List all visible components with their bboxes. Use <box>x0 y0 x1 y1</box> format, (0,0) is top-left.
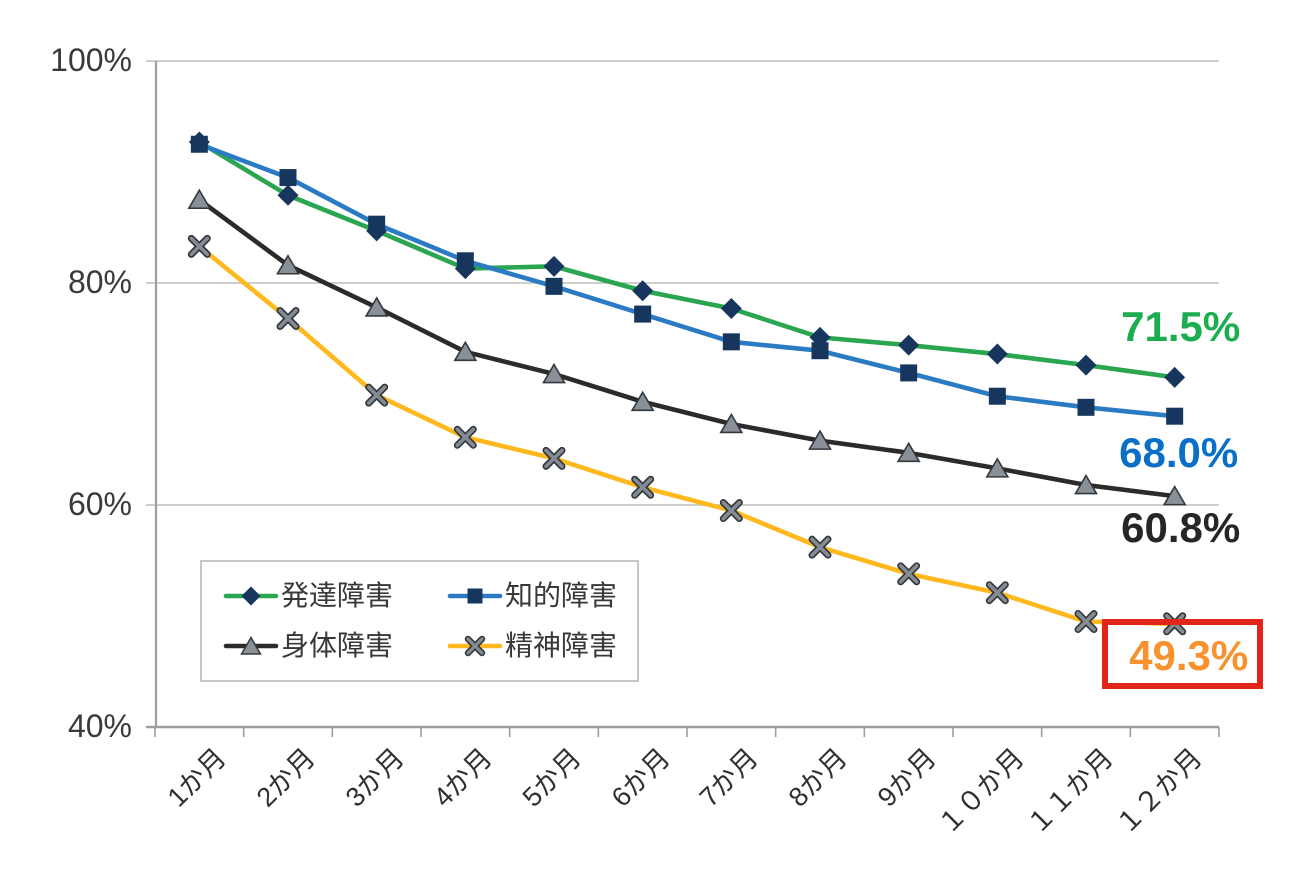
legend: 発達障害 知的障害身体障害 精神障害 <box>200 560 639 682</box>
series-psychiatric-point-1-x-marker <box>278 308 298 329</box>
series-line-developmental <box>197 139 1177 380</box>
series-physical-point-4-triangle-marker <box>542 362 566 384</box>
series-intellectual-point-5-square-marker <box>634 305 652 323</box>
series-psychiatric-point-4-x-marker <box>544 448 564 469</box>
series-line-physical <box>197 197 1177 499</box>
legend-marker-developmental <box>223 586 279 606</box>
legend-item-intellectual: 知的障害 <box>447 579 637 613</box>
series-developmental-point-11-diamond-marker <box>1164 366 1186 388</box>
y-axis-label-60: 60% <box>67 486 132 522</box>
series-physical-point-3-triangle-marker <box>453 340 478 362</box>
end-label-developmental: 71.5% <box>1121 303 1241 351</box>
series-physical-point-7-triangle-marker <box>808 429 832 450</box>
series-physical-point-2-triangle-marker <box>364 296 389 317</box>
series-intellectual-point-1-square-marker <box>279 169 297 187</box>
series-developmental-point-5-diamond-marker <box>632 280 654 302</box>
series-psychiatric-point-2-x-marker <box>366 385 387 405</box>
series-developmental-point-4-diamond-marker <box>543 255 565 277</box>
y-axis-label-40: 40% <box>67 708 132 744</box>
legend-item-psychiatric: 精神障害 <box>447 629 637 663</box>
series-intellectual-point-4-square-marker <box>545 277 563 295</box>
series-psychiatric-point-5-x-marker <box>632 477 653 498</box>
series-developmental-point-8-diamond-marker <box>898 334 920 356</box>
legend-x-psychiatric <box>466 637 484 655</box>
legend-triangle-physical <box>240 636 262 656</box>
series-developmental-point-6-diamond-marker <box>720 298 742 320</box>
legend-label-physical: 身体障害 <box>281 630 394 662</box>
series-physical-point-11-triangle-marker <box>1162 485 1187 506</box>
series-intellectual-point-10-square-marker <box>1077 398 1095 416</box>
series-physical-point-8-triangle-marker <box>896 441 921 463</box>
end-label-physical: 60.8% <box>1121 504 1241 552</box>
series-intellectual-point-7-square-marker <box>811 342 829 360</box>
series-psychiatric-point-0-x-marker <box>189 236 210 257</box>
legend-label-psychiatric: 精神障害 <box>505 630 618 662</box>
series-physical-point-6-triangle-marker <box>719 412 744 434</box>
series-intellectual-point-3-square-marker <box>456 252 474 270</box>
series-physical-point-10-triangle-marker <box>1074 473 1098 495</box>
legend-marker-physical <box>223 636 279 656</box>
legend-square-intellectual <box>467 588 483 604</box>
legend-label-developmental: 発達障害 <box>281 579 394 611</box>
series-psychiatric-point-3-x-marker <box>455 427 476 448</box>
series-developmental-point-1-diamond-marker <box>277 184 299 206</box>
series-psychiatric-point-7-x-marker <box>810 537 830 557</box>
series-psychiatric-point-10-x-marker <box>1076 611 1096 632</box>
highlight-box <box>1102 619 1263 689</box>
legend-item-physical: 身体障害 <box>223 629 447 663</box>
legend-item-developmental: 発達障害 <box>223 579 447 613</box>
legend-label-intellectual: 知的障害 <box>505 579 618 611</box>
series-line-intellectual <box>197 141 1177 419</box>
series-psychiatric-point-8-x-marker <box>898 564 919 584</box>
series-intellectual-point-9-square-marker <box>988 387 1006 405</box>
series-developmental-point-10-diamond-marker <box>1075 354 1097 376</box>
series-line-psychiatric <box>197 244 1177 627</box>
series-intellectual-point-0-square-marker <box>190 135 208 153</box>
series-intellectual-point-11-square-marker <box>1166 407 1184 425</box>
y-axis-label-100: 100% <box>50 42 132 78</box>
series-physical-point-0-triangle-marker <box>187 188 212 210</box>
y-axis-label-80: 80% <box>67 264 132 300</box>
series-intellectual-point-2-square-marker <box>368 215 386 233</box>
series-intellectual-point-8-square-marker <box>900 364 918 382</box>
end-label-intellectual: 68.0% <box>1119 429 1239 477</box>
series-developmental-point-9-diamond-marker <box>986 343 1008 365</box>
legend-marker-psychiatric <box>447 636 503 657</box>
series-physical-point-9-triangle-marker <box>985 457 1010 478</box>
series-physical-point-1-triangle-marker <box>276 254 300 275</box>
series-intellectual-point-6-square-marker <box>722 333 740 351</box>
legend-marker-intellectual <box>447 588 503 604</box>
end-label-psychiatric: 49.3% <box>1129 631 1249 679</box>
legend-diamond-developmental <box>241 586 261 606</box>
series-psychiatric-point-9-x-marker <box>987 582 1008 603</box>
series-physical-point-5-triangle-marker <box>630 390 655 412</box>
series-psychiatric-point-6-x-marker <box>721 500 742 521</box>
